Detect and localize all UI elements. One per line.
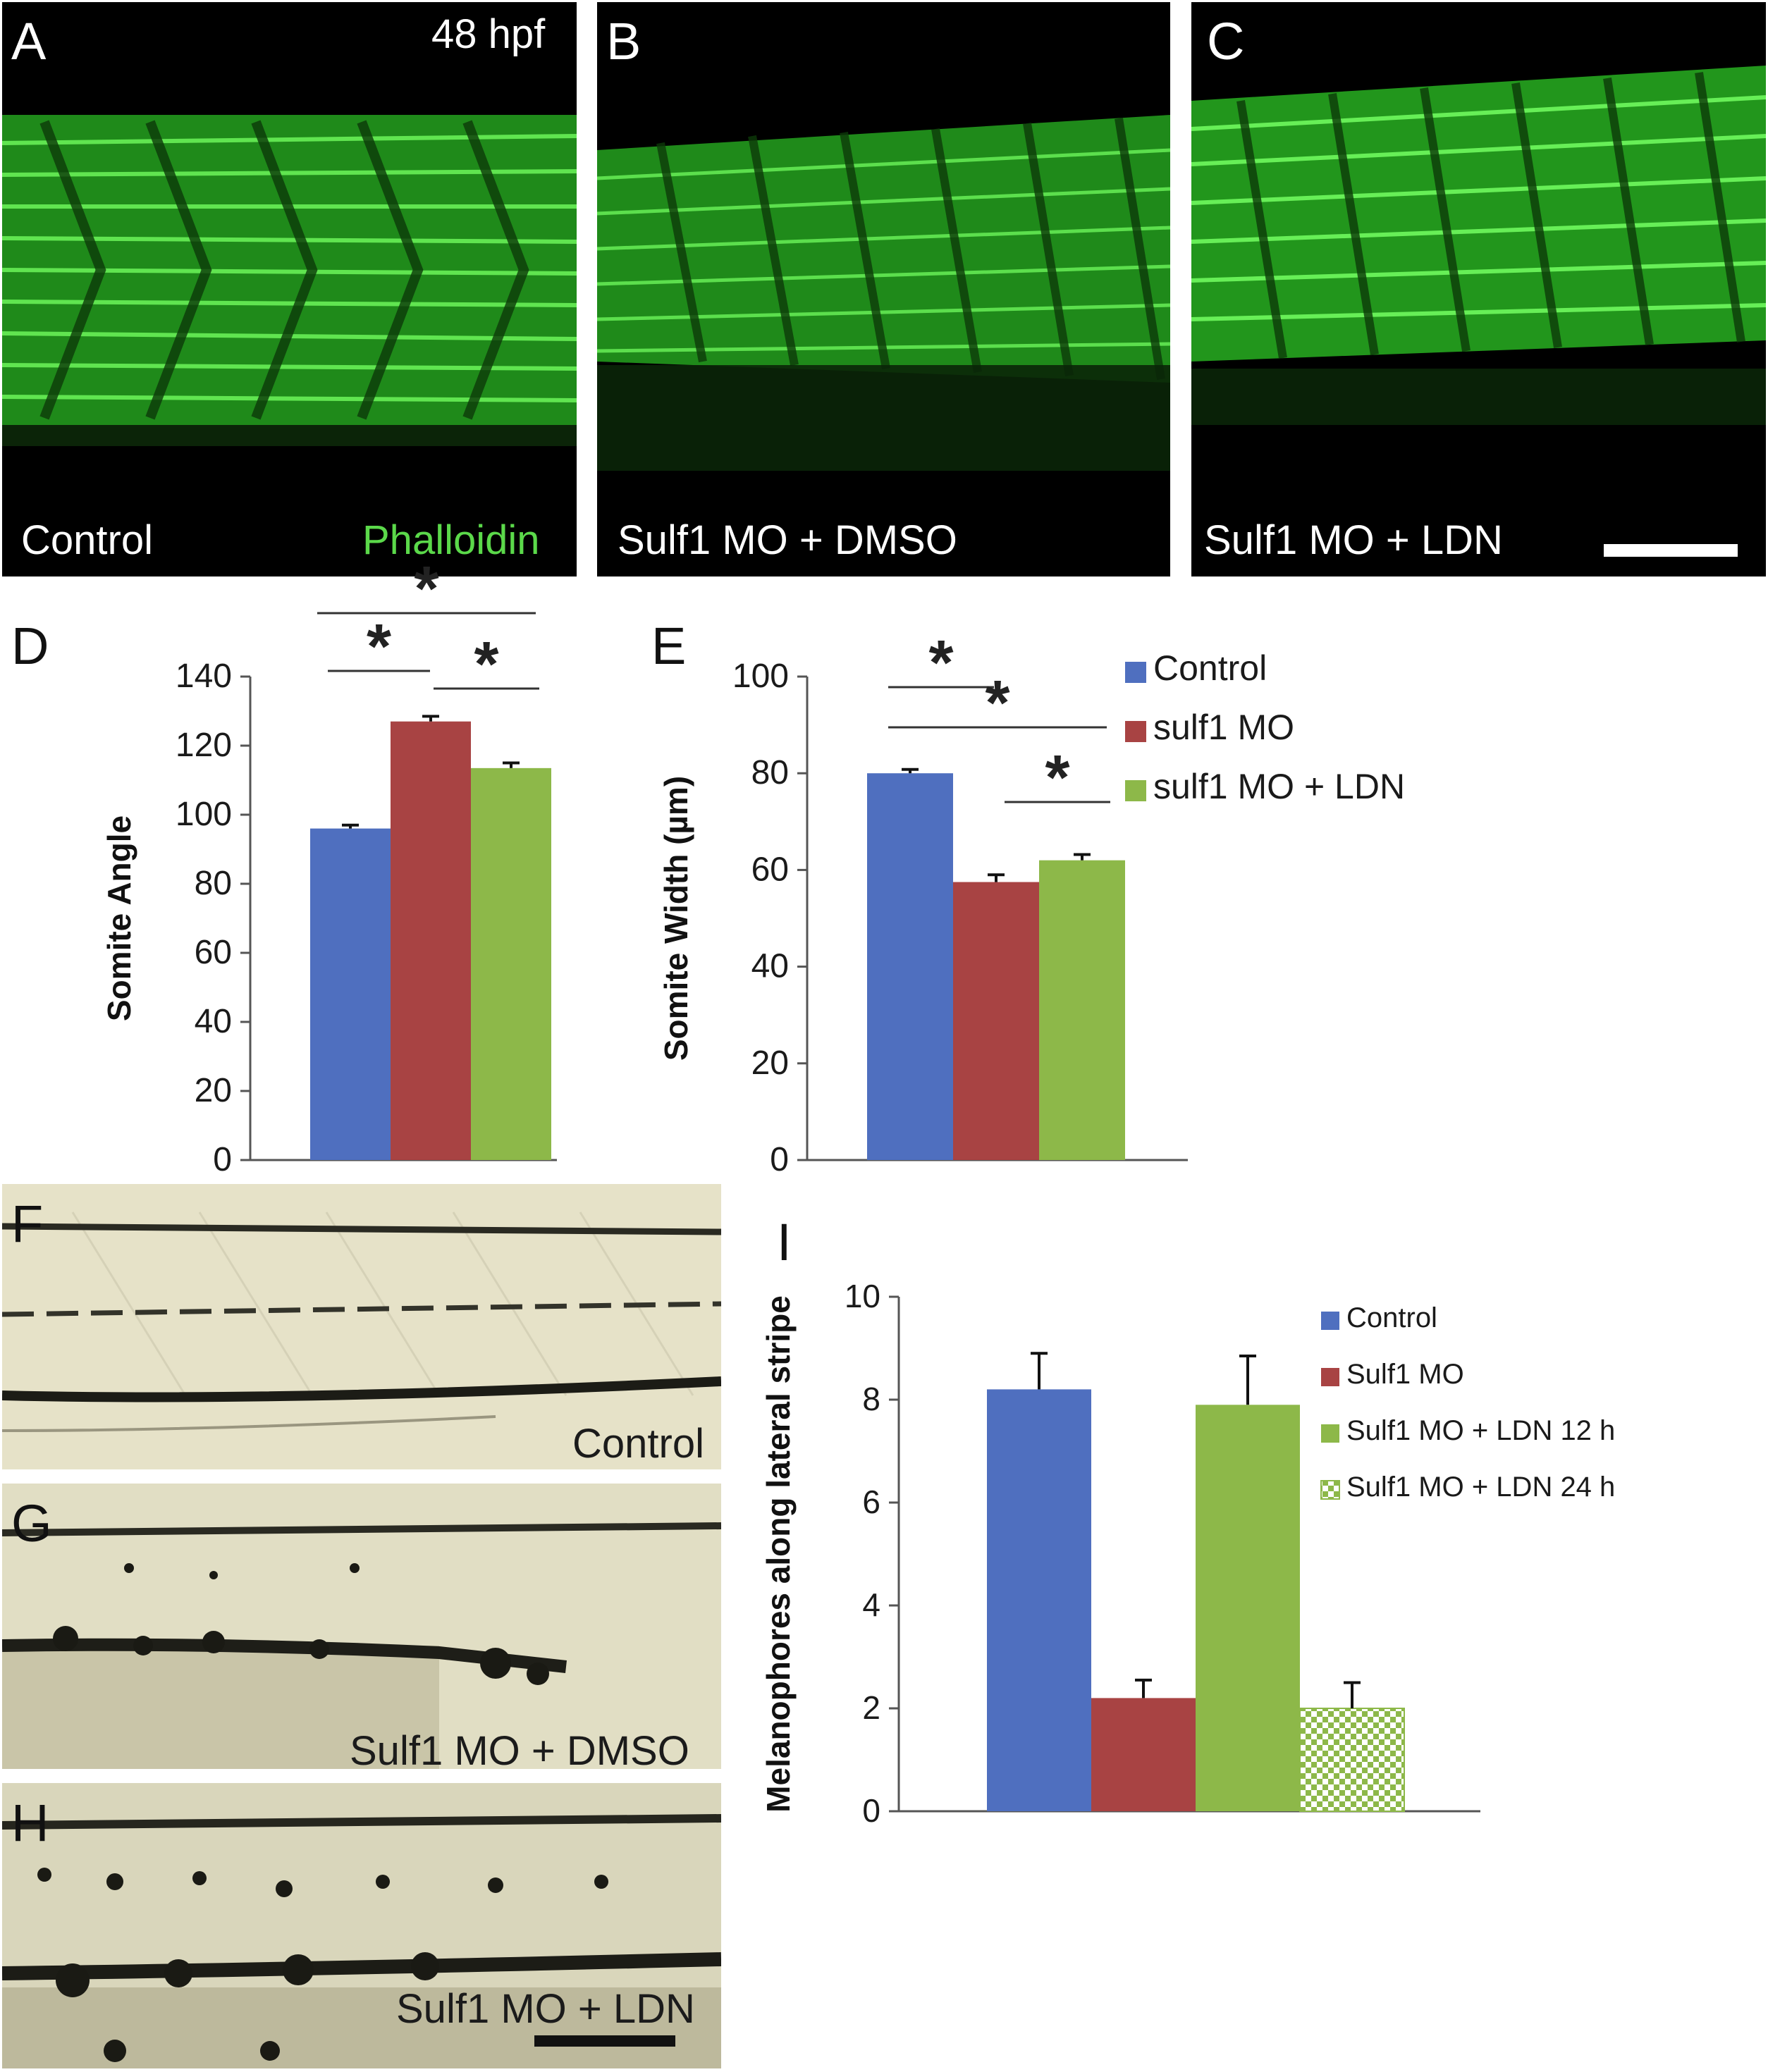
legend-swatch — [1321, 1424, 1339, 1443]
y-axis-label: Melanophores along lateral stripe — [760, 1295, 797, 1813]
panel-h-condition-label: Sulf1 MO + LDN — [396, 1986, 695, 2032]
significance-star: * — [928, 628, 953, 698]
bar-sulf1-mo-ldn-12-h — [1196, 1405, 1300, 1811]
bar-sulf1-mo — [953, 882, 1039, 1160]
significance-star: * — [414, 554, 438, 624]
y-tick-label: 20 — [751, 1044, 789, 1082]
legend-label: sulf1 MO — [1153, 708, 1294, 747]
panel-c-scale-bar — [1604, 544, 1738, 557]
chart-e-somite-width: 0 20 40 60 80 100 Somite Width (µm) * * * Control s… — [658, 628, 1405, 1178]
y-axis-label: Somite Angle — [101, 815, 137, 1021]
legend-label: Control — [1153, 648, 1267, 688]
panel-f-letter: F — [11, 1195, 44, 1253]
legend-swatch — [1321, 1312, 1339, 1330]
chart-d-somite-angle: 0 20 40 60 80 100 120 140 Somite Angle * * * — [101, 554, 557, 1178]
y-tick-label: 0 — [213, 1141, 232, 1178]
legend-swatch — [1321, 1368, 1339, 1386]
panel-a-stain-label: Phalloidin — [362, 517, 540, 563]
legend-label: Sulf1 MO — [1346, 1359, 1464, 1390]
y-axis-label: Somite Width (µm) — [658, 776, 694, 1061]
panel-f-condition-label: Control — [572, 1421, 704, 1467]
panel-g-micrograph — [2, 1484, 721, 1769]
panel-g-letter: G — [11, 1494, 52, 1553]
bar-control — [987, 1389, 1091, 1811]
y-tick-label: 140 — [176, 658, 232, 695]
y-tick-label: 8 — [862, 1381, 880, 1417]
bar-sulf1-mo — [1091, 1698, 1196, 1811]
legend-label: sulf1 MO + LDN — [1153, 767, 1405, 806]
bar-sulf1-mo-ldn-24-h — [1299, 1708, 1405, 1812]
bar-sulf1-mo-ldn — [1039, 860, 1125, 1160]
panel-e-letter: E — [651, 617, 687, 675]
panel-b-condition-label: Sulf1 MO + DMSO — [618, 517, 957, 563]
panel-b-micrograph — [597, 2, 1170, 576]
significance-star: * — [367, 612, 391, 682]
panel-g-condition-label: Sulf1 MO + DMSO — [350, 1728, 689, 1774]
panel-a-condition-label: Control — [21, 517, 153, 563]
panel-a-stage-label: 48 hpf — [431, 11, 546, 57]
panel-c-letter: C — [1207, 12, 1245, 70]
y-tick-label: 0 — [770, 1141, 789, 1178]
y-tick-label: 80 — [751, 754, 789, 791]
y-tick-label: 10 — [845, 1278, 880, 1314]
legend-swatch — [1125, 780, 1146, 801]
legend-swatch — [1320, 1480, 1340, 1500]
panel-i-letter: I — [777, 1213, 792, 1271]
bar-sulf1-mo-ldn — [471, 767, 551, 1160]
legend-swatch — [1125, 662, 1146, 683]
panel-c-micrograph — [1191, 2, 1766, 576]
y-tick-label: 20 — [195, 1072, 232, 1109]
significance-star: * — [1045, 743, 1069, 813]
panel-f-micrograph — [2, 1184, 721, 1469]
y-tick-label: 60 — [751, 851, 789, 888]
significance-star: * — [474, 629, 498, 700]
panel-h-scale-bar — [534, 2035, 675, 2047]
panel-h-letter: H — [11, 1794, 49, 1852]
legend-label: Control — [1346, 1302, 1437, 1333]
y-tick-label: 80 — [195, 865, 232, 902]
significance-star: * — [985, 668, 1009, 739]
bar-sulf1-mo — [391, 721, 471, 1160]
y-tick-label: 40 — [195, 1003, 232, 1040]
y-tick-label: 100 — [176, 796, 232, 833]
legend-label: Sulf1 MO + LDN 12 h — [1346, 1415, 1615, 1446]
bar-control — [310, 828, 391, 1160]
legend-swatch — [1125, 721, 1146, 742]
panel-d-letter: D — [11, 617, 49, 675]
chart-i-melanophores: 0 2 4 6 8 10 Melanophores along lateral stripe… — [760, 1278, 1615, 1829]
y-tick-label: 4 — [862, 1586, 880, 1623]
y-tick-label: 0 — [862, 1792, 880, 1829]
panel-b-letter: B — [606, 12, 641, 70]
y-tick-label: 40 — [751, 948, 789, 985]
legend-label: Sulf1 MO + LDN 24 h — [1346, 1472, 1615, 1503]
panel-a-letter: A — [11, 12, 47, 70]
panel-h-micrograph — [2, 1783, 721, 2068]
panel-c-condition-label: Sulf1 MO + LDN — [1204, 517, 1503, 563]
y-tick-label: 2 — [862, 1689, 880, 1726]
y-tick-label: 120 — [176, 727, 232, 764]
y-tick-label: 60 — [195, 934, 232, 971]
bar-control — [867, 773, 953, 1160]
y-tick-label: 6 — [862, 1484, 880, 1520]
panel-a-micrograph — [2, 2, 577, 576]
y-tick-label: 100 — [732, 658, 789, 695]
